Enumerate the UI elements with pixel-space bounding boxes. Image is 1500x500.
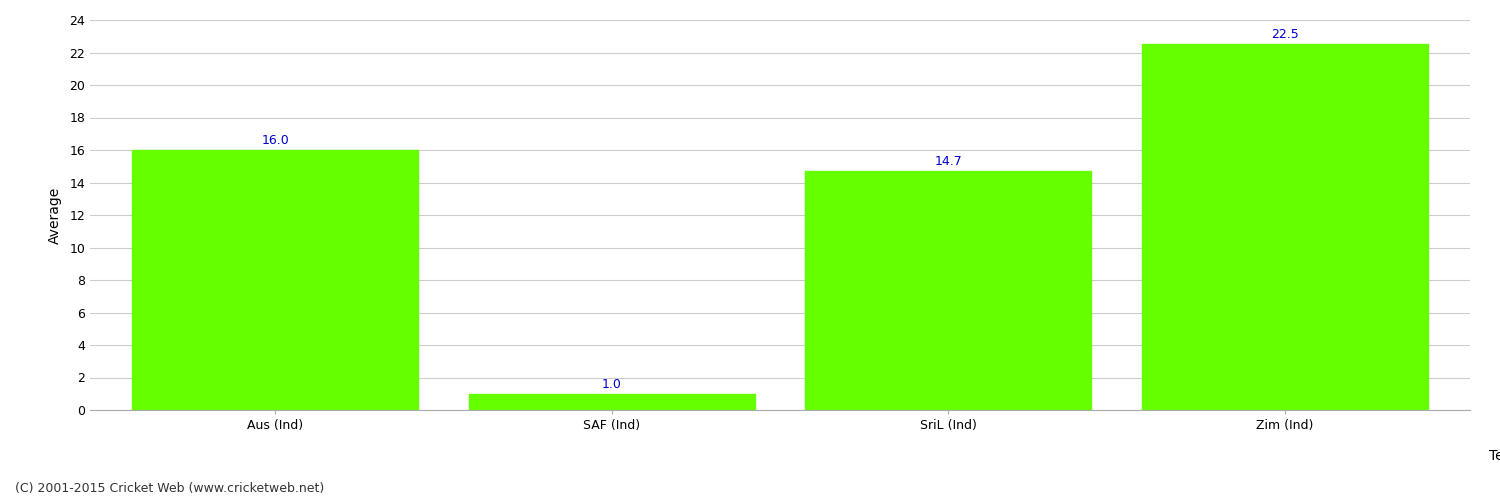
Bar bbox=[806, 171, 1092, 410]
Bar bbox=[468, 394, 754, 410]
Text: 16.0: 16.0 bbox=[261, 134, 290, 147]
Text: 1.0: 1.0 bbox=[602, 378, 621, 390]
Bar bbox=[1142, 44, 1428, 410]
Text: 22.5: 22.5 bbox=[1270, 28, 1299, 41]
Bar bbox=[132, 150, 419, 410]
Text: 14.7: 14.7 bbox=[934, 155, 962, 168]
Text: Team: Team bbox=[1490, 449, 1500, 463]
Text: (C) 2001-2015 Cricket Web (www.cricketweb.net): (C) 2001-2015 Cricket Web (www.cricketwe… bbox=[15, 482, 324, 495]
Y-axis label: Average: Average bbox=[48, 186, 63, 244]
